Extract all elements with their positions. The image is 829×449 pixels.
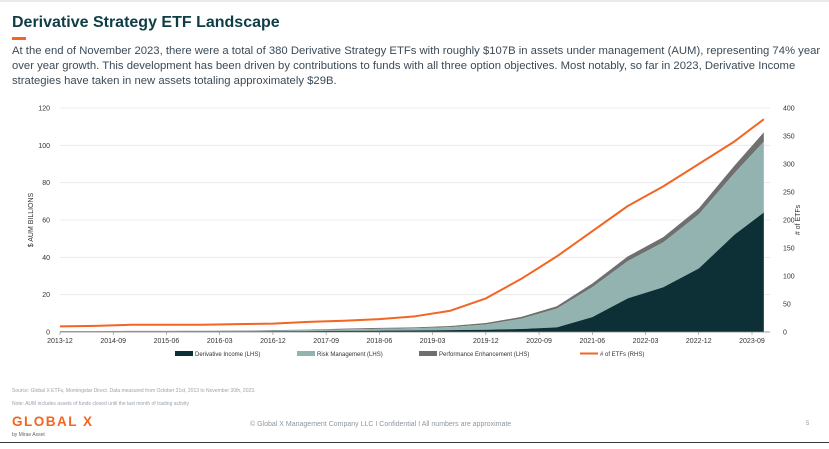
y-tick-label: 0	[46, 330, 50, 337]
y2-tick-label: 50	[783, 302, 791, 309]
y2-tick-label: 100	[783, 274, 795, 281]
y-tick-label: 40	[42, 255, 50, 262]
legend-label: # of ETFs (RHS)	[600, 352, 644, 358]
y2-tick-label: 0	[783, 330, 787, 337]
x-tick-label: 2016-03	[207, 338, 233, 345]
legend-swatch	[297, 351, 315, 356]
x-tick-label: 2023-09	[739, 338, 765, 345]
bottom-rule	[0, 442, 829, 443]
page-number: 5	[806, 421, 810, 427]
legend-swatch	[175, 351, 193, 356]
x-tick-label: 2019-03	[420, 338, 446, 345]
global-x-logo: GLOBAL X	[12, 414, 94, 429]
legend-label: Performance Enhancement (LHS)	[439, 352, 529, 358]
y-tick-label: 100	[38, 143, 50, 150]
x-tick-label: 2017-09	[313, 338, 339, 345]
y2-tick-label: 350	[783, 134, 795, 141]
y2-tick-label: 200	[783, 218, 795, 225]
confidential-footer: © Global X Management Company LLC I Conf…	[250, 421, 512, 428]
source-note: Source: Global X ETFs, Morningstar Direc…	[12, 388, 256, 394]
x-tick-label: 2015-06	[154, 338, 180, 345]
x-tick-label: 2022-03	[633, 338, 659, 345]
x-tick-label: 2019-12	[473, 338, 499, 345]
line-etf-count	[59, 118, 765, 328]
aum-note: Note: AUM includes assets of funds close…	[12, 401, 190, 407]
y2-tick-label: 150	[783, 246, 795, 253]
x-tick-label: 2014-09	[100, 338, 126, 345]
x-tick-label: 2018-06	[367, 338, 393, 345]
title-accent-bar	[12, 37, 26, 40]
y2-axis-title: # of ETFs	[795, 204, 802, 235]
y2-tick-label: 400	[783, 106, 795, 113]
y-tick-label: 80	[42, 180, 50, 187]
y-tick-label: 60	[42, 218, 50, 225]
y2-tick-label: 300	[783, 162, 795, 169]
x-tick-label: 2020-09	[526, 338, 552, 345]
y-axis-title: $ AUM BILLIONS	[28, 192, 35, 247]
area-derivative-income-lhs	[60, 212, 764, 332]
y2-tick-label: 250	[783, 190, 795, 197]
x-tick-label: 2016-12	[260, 338, 286, 345]
x-tick-label: 2022-12	[686, 338, 712, 345]
x-tick-label: 2013-12	[47, 338, 73, 345]
legend-label: Risk Management (LHS)	[317, 352, 383, 358]
legend-swatch	[419, 351, 437, 356]
page-subtitle: At the end of November 2023, there were …	[12, 45, 821, 87]
y-tick-label: 20	[42, 292, 50, 299]
y-tick-label: 120	[38, 106, 50, 113]
aum-chart: 0 20 40 60 80 100 120 0 50 100 150 200 250 300 350 400 2…	[28, 106, 802, 359]
logo-subtext: by Mirae Asset	[12, 432, 45, 438]
x-tick-label: 2021-06	[579, 338, 605, 345]
legend-label: Derivative Income (LHS)	[195, 352, 260, 358]
top-rule	[0, 0, 829, 2]
page-title: Derivative Strategy ETF Landscape	[12, 14, 280, 31]
